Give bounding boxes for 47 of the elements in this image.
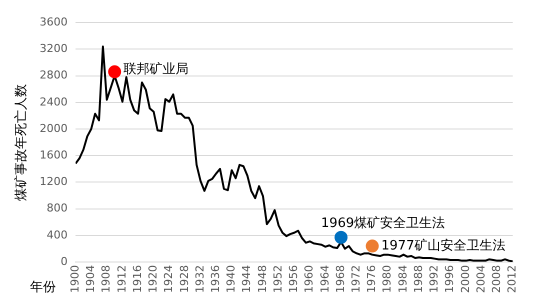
x-tick-label: 1960: [302, 265, 316, 294]
x-tick-label: 1908: [100, 265, 113, 294]
x-tick-label: 1992: [428, 265, 441, 294]
x-tick-label: 2012: [506, 265, 519, 294]
x-tick-label: 1940: [224, 265, 238, 294]
point: [108, 65, 122, 78]
x-tick-label: 1920: [146, 265, 160, 294]
x-tick-label: 2000: [458, 265, 472, 294]
y-tick-label: 800: [46, 202, 68, 215]
x-tick-label: 1948: [256, 265, 269, 294]
x-tick-label: 1976: [365, 265, 378, 294]
x-tick-label: 1944: [240, 265, 254, 294]
x-tick-label: 1904: [84, 265, 98, 294]
x-tick-label: 1988: [412, 265, 425, 294]
x-tick-label: 1916: [130, 265, 144, 294]
x-tick-label: 1964: [318, 265, 332, 294]
y-tick-label: 2400: [40, 95, 68, 108]
x-tick-label: 1900: [68, 265, 82, 294]
x-tick-label: 2008: [490, 265, 504, 294]
x-tick-label: 1968: [334, 265, 347, 294]
y-tick-label: 0: [60, 254, 68, 268]
x-tick-label: 1972: [350, 265, 363, 294]
x-tick-label: 1924: [162, 265, 176, 294]
y-axis-title: 煤矿事故年死亡人数: [13, 84, 30, 201]
x-tick-label: 1980: [380, 265, 394, 294]
x-tick-label: 1936: [208, 265, 222, 294]
y-tick-label: 400: [46, 228, 68, 242]
y-tick-label: 3200: [40, 42, 68, 56]
point: [366, 240, 379, 253]
x-tick-label: 2004: [474, 265, 488, 294]
annotation: 1977矿山安全卫生法: [381, 237, 506, 254]
x-tick-label: 1952: [271, 265, 284, 294]
x-tick-label: 1912: [115, 265, 128, 294]
y-tick-label: 1600: [40, 148, 68, 162]
x-axis-title: 年份: [30, 280, 56, 295]
x-tick-label: 1956: [287, 265, 300, 294]
x-tick-label: 1928: [178, 265, 191, 294]
x-tick-label: 1984: [396, 265, 410, 294]
y-tick-label: 1200: [40, 175, 68, 188]
annotation: 1969煤矿安全卫生法: [321, 214, 446, 231]
x-tick-label: 1932: [193, 265, 206, 294]
annotation: 联邦矿业局: [124, 62, 189, 78]
y-tick-label: 2800: [40, 68, 68, 82]
point: [334, 230, 348, 244]
y-tick-label: 2000: [40, 122, 68, 135]
y-tick-label: 3600: [40, 15, 68, 28]
x-tick-label: 1996: [443, 265, 456, 294]
